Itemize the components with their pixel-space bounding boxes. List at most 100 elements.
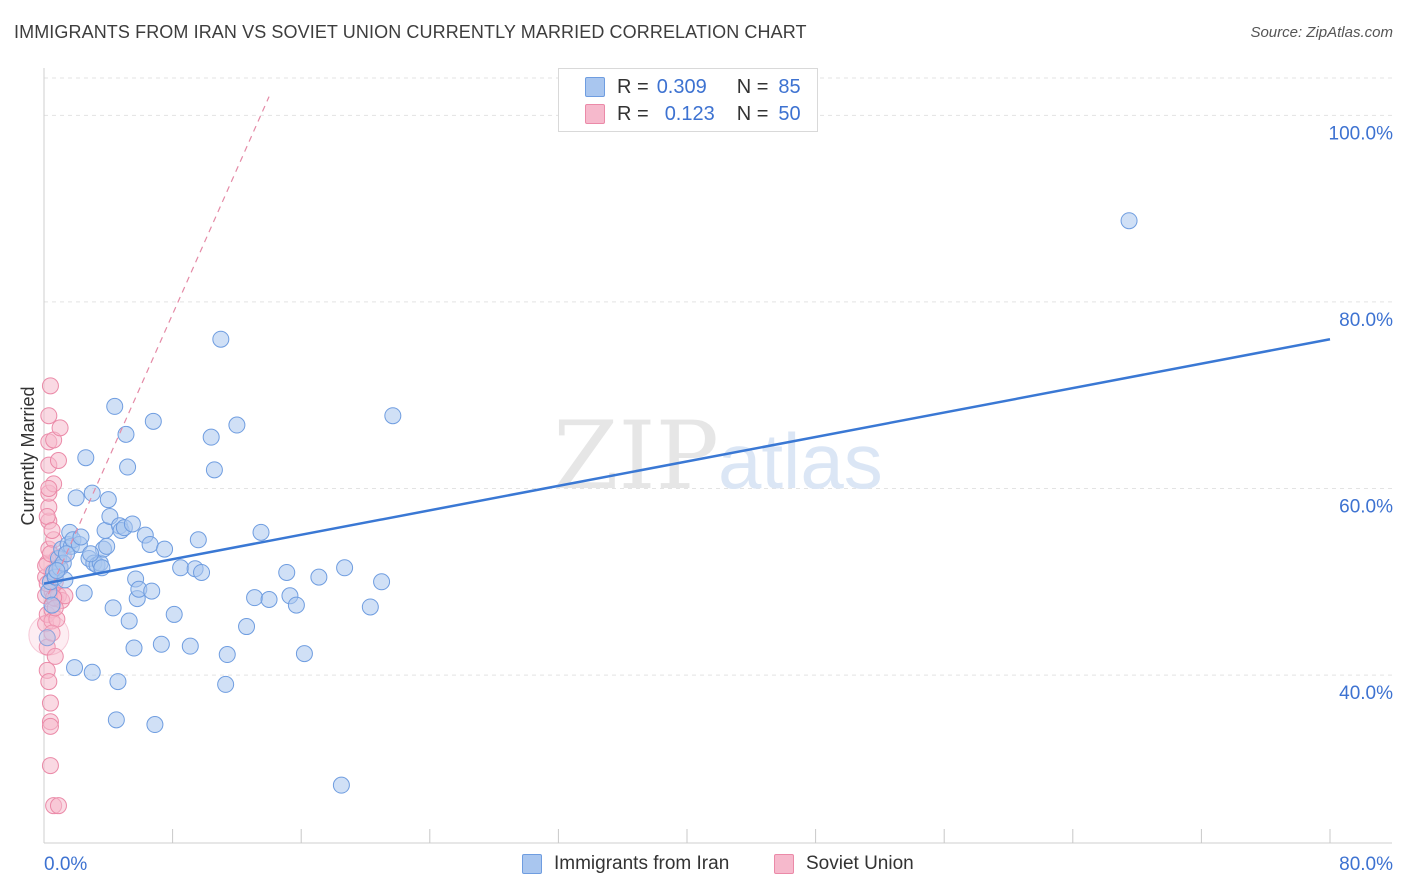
data-point-iran bbox=[66, 659, 84, 677]
data-point-iran bbox=[1120, 212, 1138, 230]
data-point-iran bbox=[336, 559, 354, 577]
bottom-legend-label-soviet: Soviet Union bbox=[806, 853, 914, 874]
data-point-iran bbox=[120, 612, 138, 630]
y-tick-label: 60.0% bbox=[1339, 496, 1393, 517]
data-point-soviet-union bbox=[41, 377, 59, 395]
legend-n-value: 85 bbox=[778, 75, 801, 98]
bottom-legend-swatch-soviet bbox=[774, 854, 794, 874]
data-point-iran bbox=[67, 489, 85, 507]
data-point-iran bbox=[106, 397, 124, 415]
chart-title: IMMIGRANTS FROM IRAN VS SOVIET UNION CUR… bbox=[14, 22, 807, 42]
data-point-iran bbox=[143, 582, 161, 600]
y-tick-label: 40.0% bbox=[1339, 683, 1393, 704]
data-point-iran bbox=[181, 637, 199, 655]
legend-r-value: 0.123 bbox=[664, 102, 715, 125]
data-point-iran bbox=[193, 563, 211, 581]
data-point-soviet-union bbox=[51, 419, 69, 437]
data-point-iran bbox=[332, 776, 350, 794]
data-point-iran bbox=[384, 407, 402, 425]
bottom-legend-swatch-iran bbox=[522, 854, 542, 874]
x-tick-label: 0.0% bbox=[44, 854, 87, 875]
data-point-iran bbox=[260, 591, 278, 609]
correlation-legend: R = 0.309 N = 85 R = 0.123 N = 50 bbox=[558, 68, 818, 132]
legend-n-value: 50 bbox=[778, 102, 801, 125]
data-point-iran bbox=[107, 711, 125, 729]
data-point-iran bbox=[38, 629, 56, 647]
data-point-iran bbox=[75, 584, 93, 602]
data-point-soviet-union bbox=[40, 407, 58, 425]
data-point-soviet-union-cluster bbox=[28, 614, 70, 656]
data-point-iran bbox=[48, 562, 66, 580]
x-tick-label: 80.0% bbox=[1339, 854, 1393, 875]
data-point-iran bbox=[295, 645, 313, 663]
data-point-iran bbox=[83, 484, 101, 502]
data-point-iran bbox=[361, 598, 379, 616]
data-point-iran bbox=[83, 663, 101, 681]
legend-row-soviet: R = 0.123 N = 50 bbox=[585, 102, 801, 126]
data-point-iran bbox=[238, 618, 256, 636]
data-point-iran bbox=[117, 425, 135, 443]
watermark-atlas: atlas bbox=[718, 417, 883, 505]
data-point-iran bbox=[43, 596, 61, 614]
bottom-legend-iran: Immigrants from Iran bbox=[522, 851, 729, 877]
data-point-iran bbox=[123, 515, 141, 533]
legend-swatch-iran bbox=[585, 77, 605, 97]
data-point-iran bbox=[218, 646, 236, 664]
data-point-soviet-union bbox=[40, 673, 58, 691]
data-point-iran bbox=[99, 491, 117, 509]
legend-n-label: N = bbox=[736, 75, 769, 98]
data-point-iran bbox=[156, 540, 174, 558]
data-point-iran bbox=[146, 716, 164, 734]
data-point-iran bbox=[278, 563, 296, 581]
legend-row-iran: R = 0.309 N = 85 bbox=[585, 75, 801, 99]
y-tick-label: 100.0% bbox=[1329, 123, 1394, 144]
data-points bbox=[28, 212, 1138, 815]
data-point-iran bbox=[165, 605, 183, 623]
data-point-soviet-union bbox=[40, 479, 58, 497]
legend-swatch-soviet bbox=[585, 104, 605, 124]
data-point-iran bbox=[228, 416, 246, 434]
legend-r-label: R = bbox=[617, 75, 649, 98]
data-point-iran bbox=[287, 596, 305, 614]
data-point-iran bbox=[109, 673, 127, 691]
y-axis-label: Currently Married bbox=[18, 386, 38, 525]
data-point-iran bbox=[202, 428, 220, 446]
trend-line-soviet-union bbox=[43, 96, 270, 605]
legend-r-label: R = bbox=[617, 102, 649, 125]
data-point-soviet-union bbox=[49, 452, 67, 469]
data-point-soviet-union bbox=[49, 797, 67, 815]
data-point-iran bbox=[77, 449, 95, 467]
data-point-iran bbox=[172, 559, 190, 577]
data-point-iran bbox=[152, 635, 170, 653]
y-tick-label: 80.0% bbox=[1339, 310, 1393, 331]
data-point-iran bbox=[310, 568, 328, 586]
data-point-soviet-union bbox=[41, 694, 59, 712]
data-point-iran bbox=[246, 589, 264, 607]
data-point-soviet-union bbox=[46, 647, 64, 665]
watermark-zip: ZIP bbox=[553, 402, 719, 511]
data-point-iran bbox=[189, 531, 207, 549]
legend-n-label: N = bbox=[736, 102, 769, 125]
data-point-iran bbox=[212, 330, 230, 348]
trend-lines bbox=[43, 96, 1331, 605]
data-point-soviet-union bbox=[43, 521, 61, 539]
data-point-soviet-union bbox=[41, 757, 59, 775]
data-point-iran bbox=[373, 573, 391, 591]
source-label: Source: ZipAtlas.com bbox=[1250, 24, 1393, 41]
trend-line-iran bbox=[43, 337, 1331, 585]
data-point-iran bbox=[119, 458, 137, 476]
data-point-iran bbox=[125, 639, 143, 657]
bottom-legend-label-iran: Immigrants from Iran bbox=[554, 853, 730, 874]
watermark: ZIP atlas bbox=[553, 402, 883, 511]
grid bbox=[44, 77, 1392, 676]
data-point-iran bbox=[82, 545, 100, 563]
bottom-legend-soviet: Soviet Union bbox=[774, 851, 914, 877]
data-point-iran bbox=[104, 599, 122, 617]
data-point-iran bbox=[72, 528, 90, 546]
legend-r-value: 0.309 bbox=[656, 75, 707, 98]
data-point-iran bbox=[252, 523, 270, 541]
data-point-iran bbox=[217, 675, 235, 693]
data-point-iran bbox=[141, 535, 159, 553]
data-point-iran bbox=[205, 461, 223, 479]
